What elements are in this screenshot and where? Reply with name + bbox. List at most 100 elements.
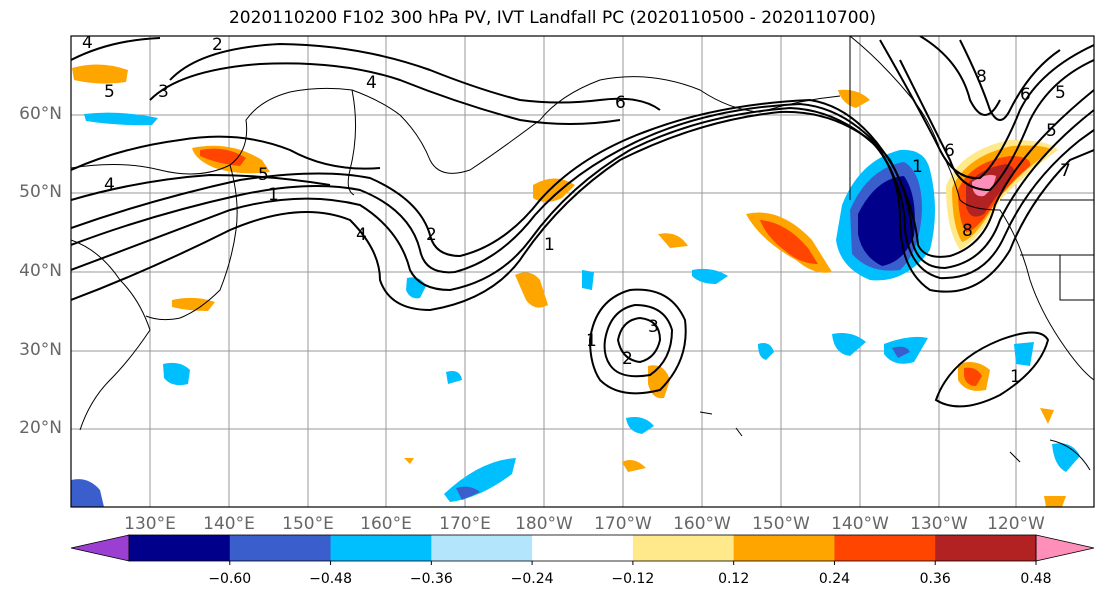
contour-label: 6 (944, 141, 955, 161)
longitude-label: 130°E (124, 514, 176, 534)
map-plot-area: 4 2 5 3 4 6 5 4 2 1 1 3 2 1 1 5 6 7 8 6 … (71, 33, 1094, 507)
shade-positive (1040, 408, 1054, 424)
colorbar-segment (532, 535, 634, 561)
colorbar-tick-label: 0.24 (818, 571, 851, 587)
shade-negative (758, 343, 774, 360)
pv-contour (588, 288, 687, 395)
contour-label: 4 (104, 175, 115, 195)
shade-positive (72, 64, 128, 84)
contour-label: 8 (976, 67, 987, 87)
longitude-label: 120°W (987, 514, 1045, 534)
longitude-label: 150°E (282, 514, 334, 534)
colorbar-tick-label: 0.36 (919, 571, 951, 587)
contour-label: 2 (426, 225, 437, 245)
coastline (1020, 254, 1094, 301)
colorbar-tick-label: −0.24 (510, 571, 554, 587)
pv-contour (149, 62, 621, 125)
pv-contour (879, 39, 1094, 180)
pv-contour (934, 331, 1050, 408)
contour-label: 1 (586, 331, 597, 351)
pv-contours (71, 36, 1094, 408)
pv-contour (616, 316, 662, 364)
colorbar-extend-max (1035, 534, 1095, 562)
contour-label: 5 (104, 82, 115, 102)
contour-labels: 4 2 5 3 4 6 5 4 2 1 1 3 2 1 1 5 6 7 8 6 … (82, 33, 1071, 387)
longitude-label: 150°W (752, 514, 810, 534)
shade-negative (582, 270, 594, 290)
contour-label: 6 (1020, 85, 1031, 105)
shade-positive (972, 174, 996, 197)
shade-positive (760, 220, 818, 264)
shade-negative (163, 362, 190, 386)
pv-contour (71, 106, 1094, 292)
shade-positive (404, 458, 414, 464)
coastline (699, 411, 743, 437)
shade-negative (444, 458, 516, 502)
shade-positive (658, 233, 688, 248)
shade-positive (622, 460, 646, 472)
colorbar-tick-label: −0.60 (208, 571, 252, 587)
coastline (849, 36, 1094, 381)
longitude-label: 160°E (360, 514, 412, 534)
latitude-label: 60°N (19, 104, 62, 124)
contour-label: 1 (268, 185, 279, 205)
longitude-label: 160°W (673, 514, 731, 534)
shade-negative (456, 486, 480, 500)
contour-label: 3 (648, 317, 659, 337)
contour-label: 2 (622, 349, 633, 369)
colorbar-segment (733, 535, 835, 561)
contour-label: 3 (158, 82, 169, 102)
pv-contour (603, 303, 674, 378)
shade-negative (692, 268, 728, 284)
shade-positive (172, 297, 215, 311)
contour-label: 5 (1046, 121, 1057, 141)
contour-label: 1 (544, 235, 555, 255)
shade-negative (84, 112, 158, 126)
pv-contour (919, 36, 1001, 116)
coastline (145, 164, 238, 321)
pv-contour (71, 102, 1094, 274)
shade-negative (892, 346, 910, 358)
colorbar-outline (128, 534, 1037, 562)
shade-negative (406, 277, 426, 299)
pv-contour (71, 173, 331, 201)
latitude-label: 30°N (19, 340, 62, 360)
longitude-label: 140°E (203, 514, 255, 534)
contour-label: 7 (1060, 161, 1071, 181)
shade-positive (838, 89, 870, 108)
pv-contour (899, 59, 1094, 192)
colorbar-tick-label: −0.48 (309, 571, 352, 587)
colorbar-tick-label: 0.48 (1020, 571, 1052, 587)
map-title: 2020110200 F102 300 hPa PV, IVT Landfall… (228, 8, 876, 28)
shade-negative (1052, 443, 1080, 472)
contour-label: 4 (356, 225, 367, 245)
latitude-label: 40°N (19, 261, 62, 281)
pv-contour (71, 110, 1094, 312)
contour-label: 5 (1055, 83, 1066, 103)
pv-contour (71, 37, 161, 61)
contour-label: 4 (82, 33, 93, 53)
longitude-label: 130°W (910, 514, 968, 534)
colorbar (70, 534, 1095, 565)
colorbar-segment (129, 535, 231, 561)
shade-negative (1014, 342, 1034, 366)
shade-positive (964, 367, 982, 386)
ivt-shading (71, 64, 1080, 507)
pv-contour (959, 39, 1061, 121)
shade-negative (626, 417, 654, 434)
colorbar-tick-label: −0.12 (611, 571, 655, 587)
shade-negative (832, 333, 866, 356)
shade-negative (446, 371, 462, 384)
colorbar-tick-label: 0.12 (718, 571, 750, 587)
contour-label: 1 (912, 157, 923, 177)
shade-positive (1044, 496, 1066, 507)
coastline (347, 89, 357, 196)
contour-label: 2 (212, 35, 223, 55)
coastline (71, 239, 151, 431)
contour-label: 8 (962, 221, 973, 241)
colorbar-segment (330, 535, 432, 561)
colorbar-segment (431, 535, 533, 561)
map-frame (70, 35, 1095, 508)
contour-label: 5 (258, 165, 269, 185)
shade-negative (71, 479, 104, 507)
